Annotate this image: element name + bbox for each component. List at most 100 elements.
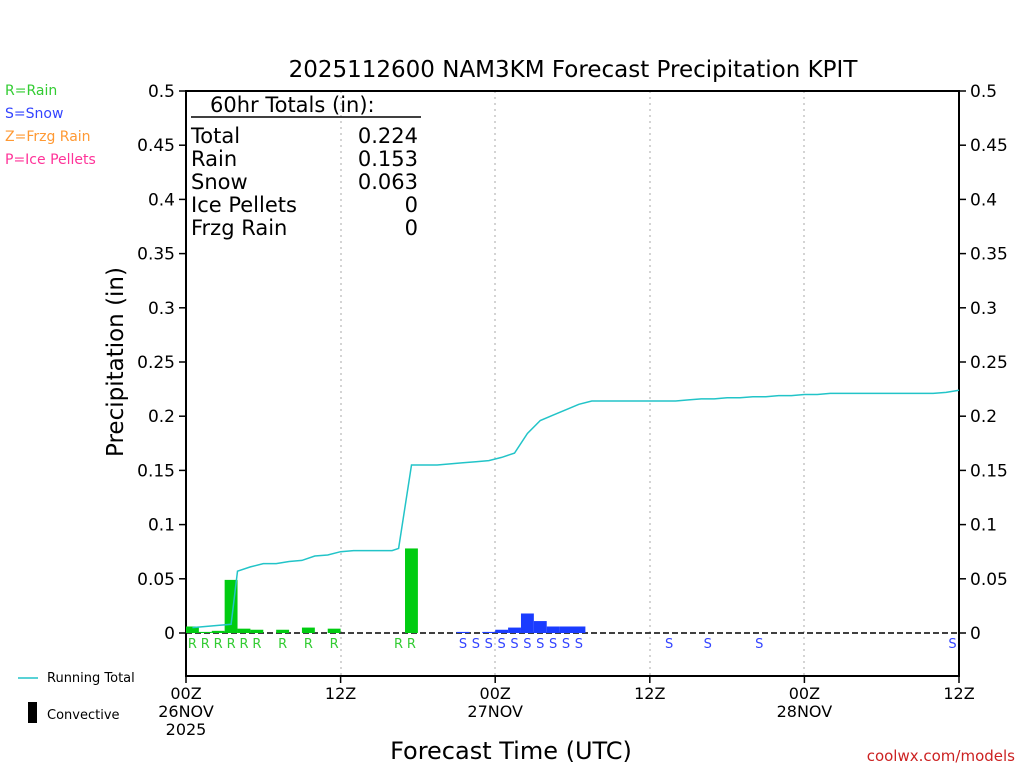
- x-tick-label: 12Z: [325, 684, 356, 703]
- running-total-line: [192, 389, 960, 629]
- ptype-legend: R=Rain S=Snow Z=Frzg Rain P=Ice Pellets: [5, 83, 96, 168]
- ptype-marker: R: [188, 637, 197, 652]
- bottom-legend: Running Total Convective: [18, 671, 135, 723]
- y-tick-left-label: 0.15: [137, 461, 175, 481]
- y-axis-title: Precipitation (in): [103, 267, 129, 457]
- x-tick-label: 12Z: [943, 684, 974, 703]
- ptype-marker: R: [252, 637, 261, 652]
- totals-label-ice-pellets: Ice Pellets: [191, 193, 297, 217]
- totals-label-frzg-rain: Frzg Rain: [191, 216, 287, 240]
- y-tick-left-label: 0.25: [137, 353, 175, 373]
- x-tick-label: 00Z: [480, 684, 511, 703]
- ptype-marker: S: [562, 637, 570, 652]
- totals-value-snow: 0.063: [358, 170, 418, 194]
- ptype-marker: R: [304, 637, 313, 652]
- totals-box: 60hr Totals (in): Total 0.224 Rain 0.153…: [190, 93, 421, 240]
- legend-ice-pellets: P=Ice Pellets: [5, 152, 96, 168]
- ptype-marker: S: [459, 637, 467, 652]
- y-tick-left-label: 0.1: [148, 516, 175, 536]
- x-tick-label: 27NOV: [467, 702, 523, 721]
- y-tick-right-label: 0.4: [970, 190, 997, 210]
- precip-bar-snow: [456, 631, 470, 633]
- x-grid-lines: [340, 91, 805, 676]
- y-axis-left-ticks: 0 0.05 0.1 0.15 0.2 0.25 0.3 0.35 0.4 0.45 0.5: [137, 82, 186, 644]
- totals-label-rain: Rain: [191, 147, 237, 171]
- y-tick-left-label: 0.45: [137, 136, 175, 156]
- precip-bar-snow: [546, 626, 560, 633]
- precip-bar-snow: [559, 626, 573, 633]
- y-axis-right-ticks: 0 0.05 0.1 0.15 0.2 0.25 0.3 0.35 0.4 0.45 0.5: [959, 82, 1008, 644]
- precip-bar-snow: [482, 631, 496, 633]
- ptype-marker: S: [472, 637, 480, 652]
- y-tick-right-label: 0: [970, 624, 981, 644]
- precip-bar-rain: [301, 627, 315, 633]
- totals-label-total: Total: [190, 124, 240, 148]
- x-tick-label: 2025: [166, 720, 207, 739]
- chart-title: 2025112600 NAM3KM Forecast Precipitation…: [289, 57, 859, 83]
- ptype-marker: R: [330, 637, 339, 652]
- precip-bar-rain: [405, 548, 418, 633]
- ptype-marker: S: [510, 637, 518, 652]
- ptype-marker: R: [407, 637, 416, 652]
- precip-bar-snow: [520, 613, 534, 633]
- y-tick-left-label: 0.3: [148, 299, 175, 319]
- y-tick-left-label: 0.2: [148, 407, 175, 427]
- y-tick-right-label: 0.3: [970, 299, 997, 319]
- y-tick-right-label: 0.25: [970, 353, 1008, 373]
- precip-bar-snow: [533, 621, 547, 633]
- x-tick-label: 28NOV: [777, 702, 833, 721]
- ptype-marker: S: [485, 637, 493, 652]
- precip-bars: [186, 548, 586, 633]
- ptype-marker: S: [549, 637, 557, 652]
- ptype-marker: R: [239, 637, 248, 652]
- y-tick-right-label: 0.45: [970, 136, 1008, 156]
- precip-bar-rain: [327, 628, 341, 633]
- ptype-marker: S: [755, 637, 763, 652]
- y-tick-right-label: 0.5: [970, 82, 997, 102]
- precip-bar-snow: [508, 627, 521, 633]
- ptype-marker: S: [704, 637, 712, 652]
- precip-bar-rain: [276, 629, 290, 633]
- y-tick-left-label: 0: [164, 624, 175, 644]
- convective-key-swatch: [28, 702, 37, 723]
- ptype-marker: S: [665, 637, 673, 652]
- totals-label-snow: Snow: [191, 170, 248, 194]
- precip-bar-snow: [572, 626, 586, 633]
- precip-bar-rain: [186, 626, 199, 633]
- convective-key-label: Convective: [47, 708, 120, 723]
- precip-bar-rain: [250, 629, 264, 633]
- ptype-marker: S: [536, 637, 544, 652]
- totals-value-ice-pellets: 0: [405, 193, 418, 217]
- totals-value-frzg-rain: 0: [405, 216, 418, 240]
- y-tick-right-label: 0.05: [970, 570, 1008, 590]
- x-tick-label: 26NOV: [158, 702, 214, 721]
- ptype-marker: R: [278, 637, 287, 652]
- legend-frzg-rain: Z=Frzg Rain: [5, 129, 91, 145]
- y-tick-left-label: 0.35: [137, 245, 175, 265]
- ptype-marker: S: [498, 637, 506, 652]
- ptype-marker: S: [523, 637, 531, 652]
- legend-rain: R=Rain: [5, 83, 57, 99]
- y-tick-right-label: 0.1: [970, 516, 997, 536]
- x-tick-label: 00Z: [170, 684, 201, 703]
- precip-bar-rain: [211, 630, 225, 633]
- ptype-marker: R: [201, 637, 210, 652]
- precip-bar-snow: [495, 629, 509, 633]
- ptype-marker: R: [214, 637, 223, 652]
- y-tick-left-label: 0.05: [137, 570, 175, 590]
- x-tick-label: 00Z: [789, 684, 820, 703]
- legend-snow: S=Snow: [5, 106, 63, 122]
- y-tick-left-label: 0.4: [148, 190, 175, 210]
- totals-heading: 60hr Totals (in):: [210, 93, 375, 117]
- x-tick-label: 12Z: [634, 684, 665, 703]
- ptype-marker: S: [575, 637, 583, 652]
- y-tick-right-label: 0.35: [970, 245, 1008, 265]
- precip-bar-rain: [198, 631, 212, 633]
- ptype-marker: S: [948, 637, 956, 652]
- running-total-key-label: Running Total: [47, 671, 135, 686]
- y-tick-left-label: 0.5: [148, 82, 175, 102]
- ptype-marker: R: [394, 637, 403, 652]
